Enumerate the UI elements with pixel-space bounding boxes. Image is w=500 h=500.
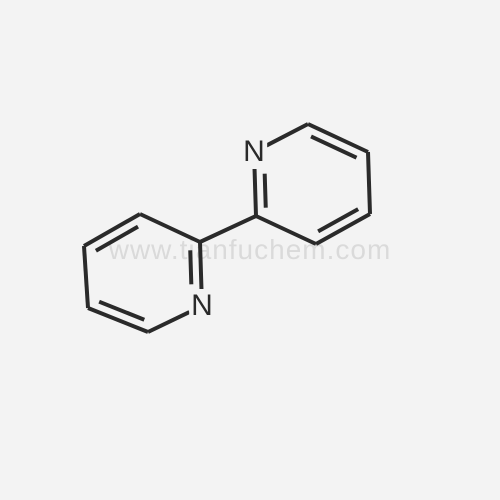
canvas: www.tianfuchem.com NN — [0, 0, 500, 500]
chemical-structure — [0, 0, 500, 500]
